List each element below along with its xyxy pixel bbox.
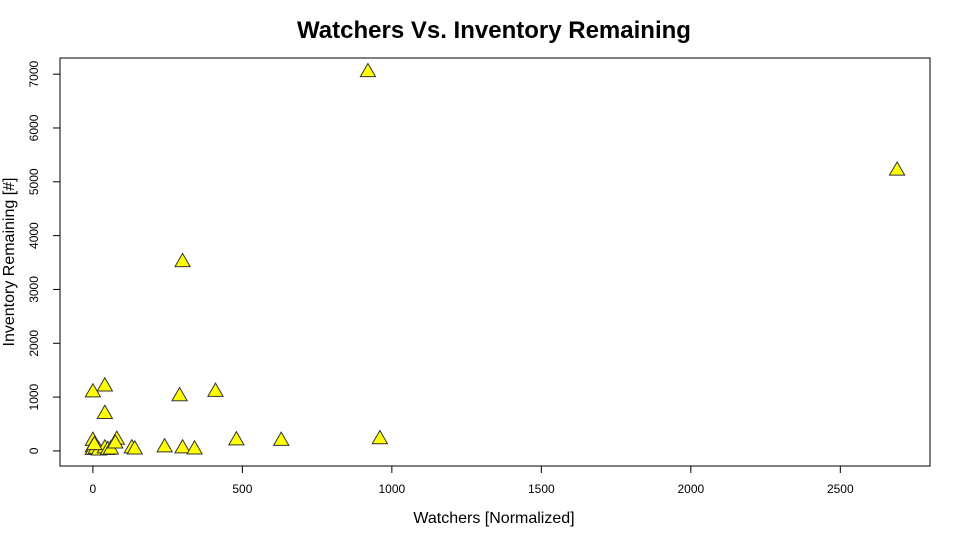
- data-point: [206, 382, 224, 397]
- x-axis: 0 500 1000 1500 2000 2500: [90, 465, 854, 496]
- y-tick-label: 7000: [27, 60, 41, 87]
- y-tick-label: 4000: [27, 222, 41, 249]
- x-tick-label: 2500: [827, 482, 854, 496]
- y-tick-label: 6000: [27, 114, 41, 141]
- x-tick-label: 2000: [677, 482, 704, 496]
- data-point: [272, 431, 290, 446]
- x-tick-label: 0: [90, 482, 97, 496]
- plot-frame: [59, 57, 931, 467]
- data-point: [156, 437, 174, 453]
- data-point: [186, 439, 204, 455]
- data-point: [96, 376, 114, 392]
- x-tick-label: 1500: [528, 482, 555, 496]
- data-point: [106, 433, 124, 449]
- data-point: [888, 160, 906, 176]
- data-point: [85, 435, 103, 451]
- data-point: [171, 386, 189, 402]
- data-point: [174, 252, 192, 268]
- data-point: [96, 404, 114, 419]
- data-point: [227, 430, 245, 446]
- data-points: [84, 62, 906, 456]
- data-point: [174, 438, 192, 454]
- x-axis-label: Watchers [Normalized]: [413, 510, 574, 527]
- y-tick-label: 1000: [27, 383, 41, 410]
- x-tick-label: 1000: [379, 482, 406, 496]
- x-tick-label: 500: [232, 482, 252, 496]
- y-tick-label: 3000: [27, 276, 41, 303]
- data-point: [126, 439, 144, 455]
- y-tick-label: 0: [27, 447, 41, 454]
- y-axis-label: Inventory Remaining [#]: [1, 178, 18, 347]
- y-axis: 0 1000 2000 3000 4000 5000 6000 7000: [27, 60, 61, 454]
- data-point: [359, 62, 377, 78]
- chart-title: Watchers Vs. Inventory Remaining: [297, 17, 691, 44]
- y-tick-label: 5000: [27, 168, 41, 195]
- data-point: [84, 382, 102, 398]
- y-tick-label: 2000: [27, 330, 41, 357]
- data-point: [371, 429, 389, 445]
